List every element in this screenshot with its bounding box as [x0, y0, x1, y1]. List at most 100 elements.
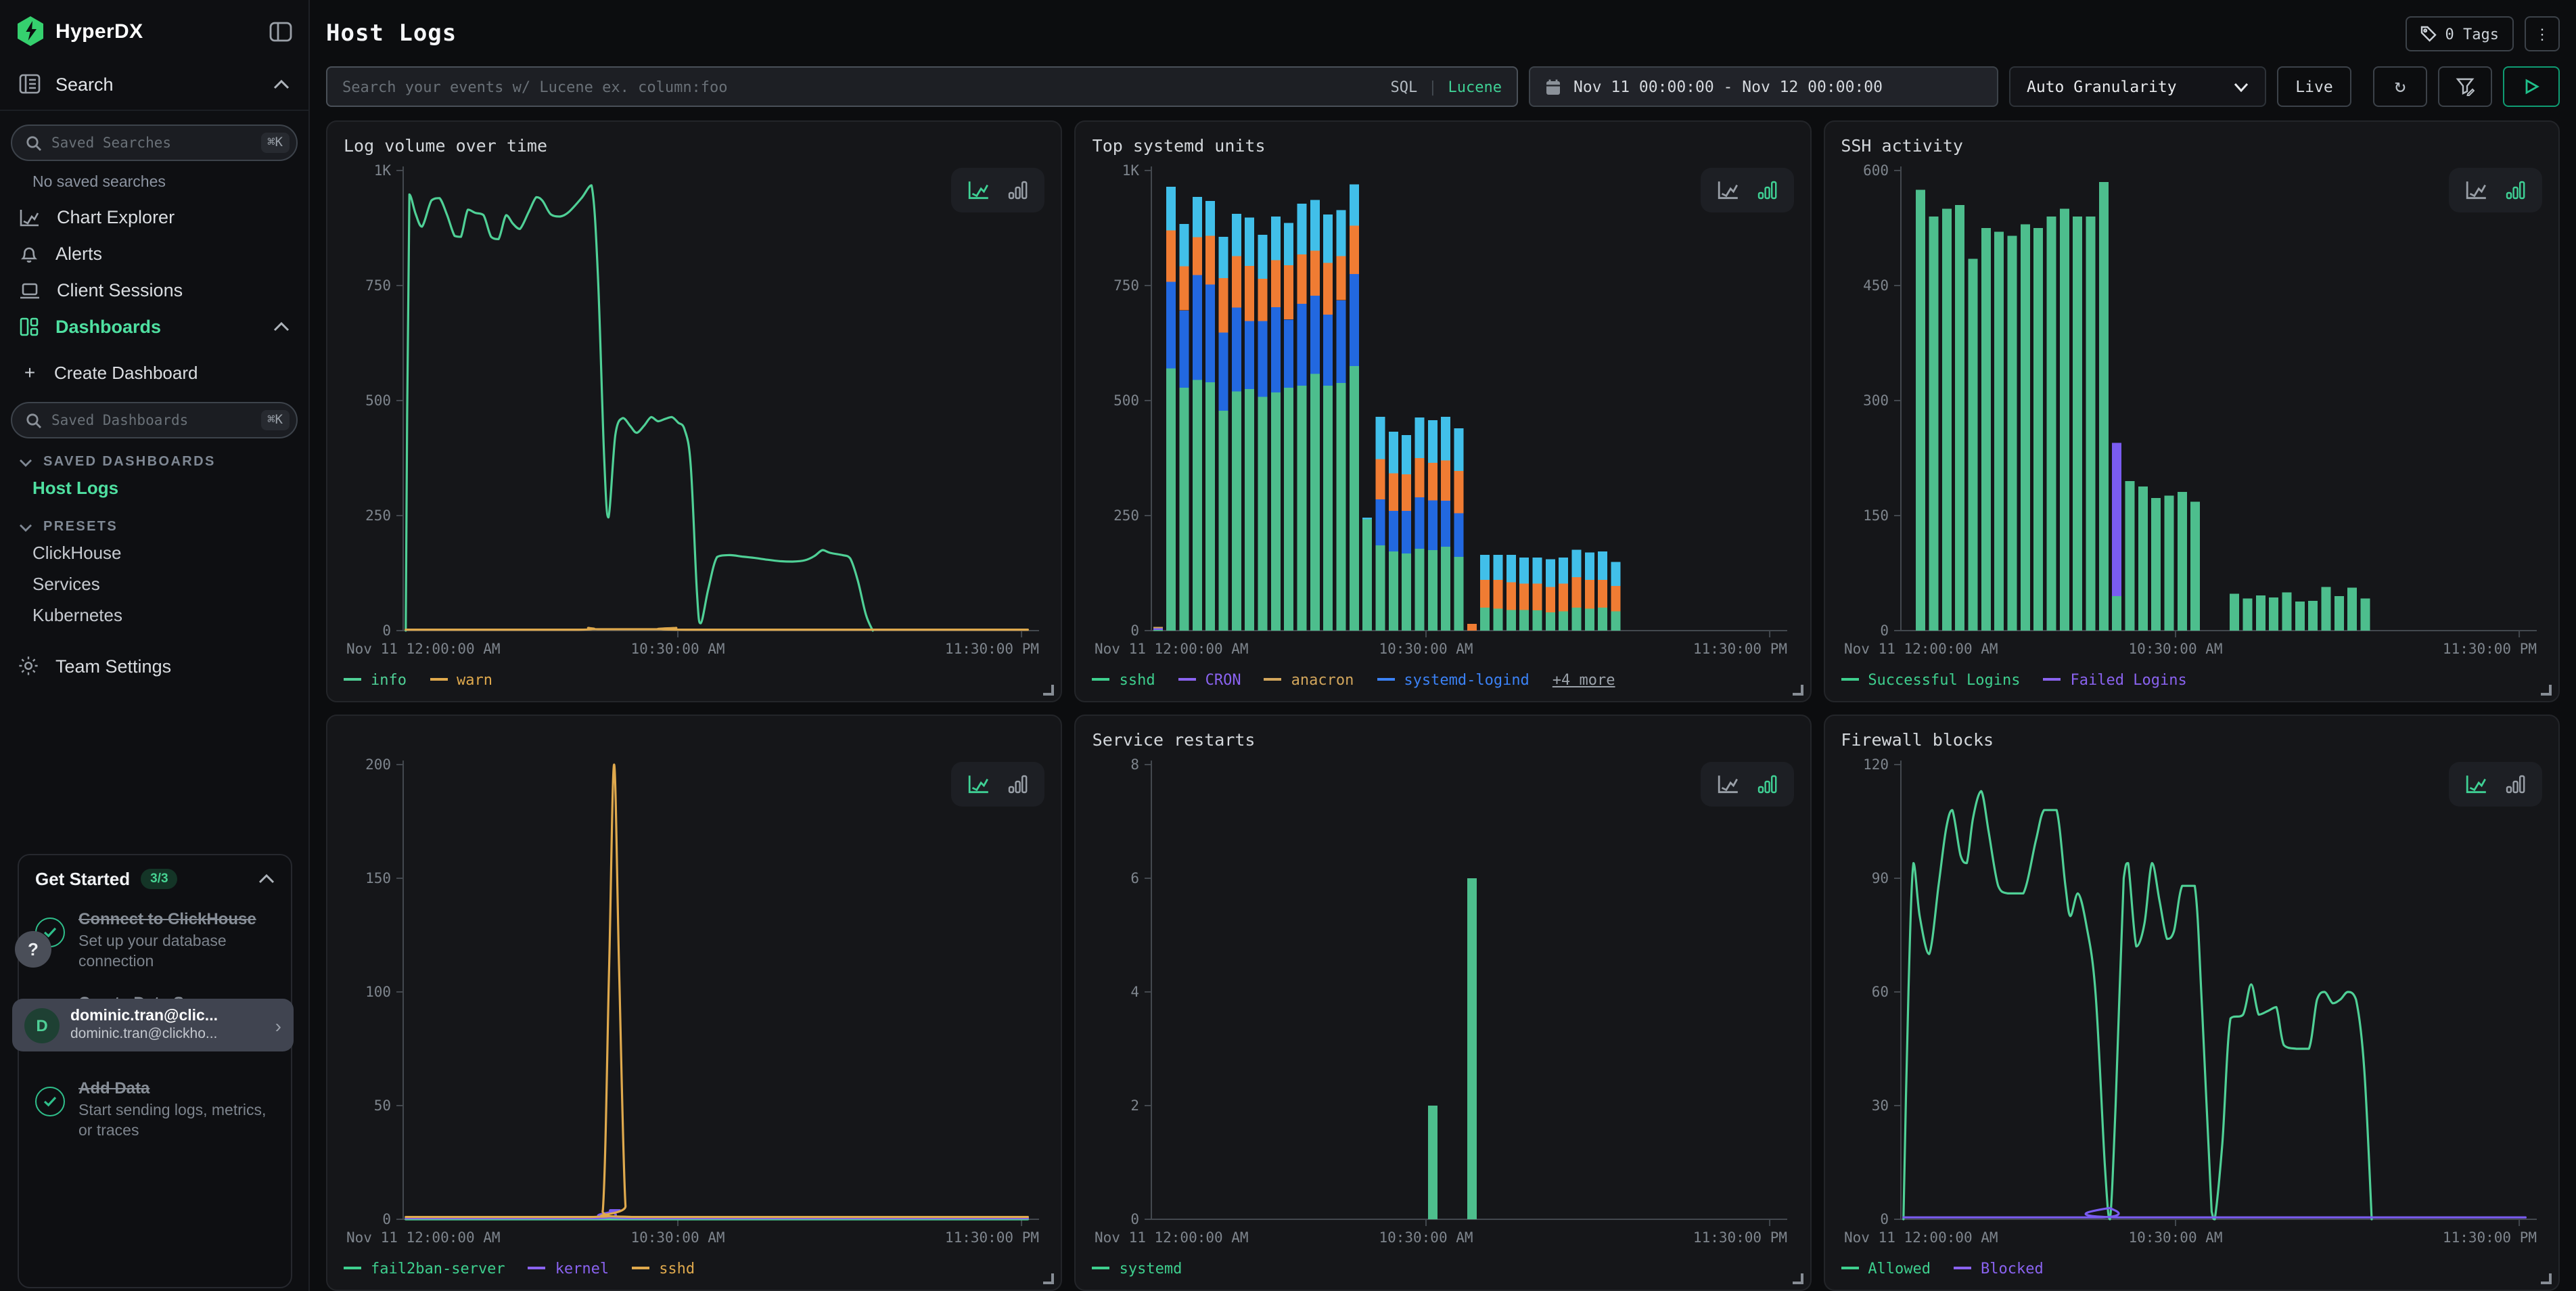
- svg-text:300: 300: [1862, 392, 1888, 409]
- legend-more-link[interactable]: +4 more: [1552, 671, 1615, 688]
- line-view-icon[interactable]: [968, 180, 991, 200]
- resize-handle[interactable]: [1792, 685, 1803, 696]
- sidebar-item-host-logs[interactable]: Host Logs: [32, 478, 119, 498]
- legend-item[interactable]: systemd: [1092, 1259, 1182, 1277]
- legend-item[interactable]: sshd: [1092, 671, 1155, 688]
- saved-searches-input[interactable]: Saved Searches ⌘K: [11, 124, 298, 161]
- sidebar-item-clickhouse[interactable]: ClickHouse: [32, 543, 122, 563]
- line-view-icon[interactable]: [1716, 180, 1739, 200]
- more-options-button[interactable]: ⋮: [2525, 16, 2560, 51]
- legend-item[interactable]: CRON: [1178, 671, 1241, 688]
- legend-item[interactable]: info: [344, 671, 407, 688]
- bar-view-icon[interactable]: [1009, 774, 1029, 794]
- legend-item[interactable]: Blocked: [1954, 1259, 2044, 1277]
- legend-dash-icon: [344, 678, 361, 681]
- bar-view-icon[interactable]: [1757, 774, 1777, 794]
- svg-text:Nov 11 12:00:00 AM: Nov 11 12:00:00 AM: [1843, 641, 1998, 657]
- line-view-icon[interactable]: [1716, 774, 1739, 794]
- date-range-picker[interactable]: Nov 11 00:00:00 - Nov 12 00:00:00: [1529, 66, 1998, 107]
- line-chart-icon: [19, 208, 41, 227]
- legend-item[interactable]: anacron: [1264, 671, 1354, 688]
- sidebar: HyperDX Search Saved Searches ⌘K No save…: [0, 0, 310, 1291]
- granularity-select[interactable]: Auto Granularity: [2009, 66, 2266, 107]
- svg-text:11:30:00 PM: 11:30:00 PM: [1694, 641, 1788, 657]
- checklist-item[interactable]: Add Data Start sending logs, metrics, or…: [35, 1075, 275, 1142]
- chart-view-toggle[interactable]: [2448, 168, 2542, 212]
- chart-plot-area[interactable]: 0 2 4 6 8 Nov 11 12:00:00 AM 10:30:00 AM 11:30:…: [1092, 754, 1794, 1252]
- line-view-icon[interactable]: [968, 774, 991, 794]
- lucene-mode-toggle[interactable]: Lucene: [1448, 78, 1502, 95]
- sidebar-item-chart-explorer[interactable]: Chart Explorer: [0, 199, 308, 235]
- legend-item[interactable]: kernel: [528, 1259, 609, 1277]
- sidebar-item-label: Chart Explorer: [57, 207, 175, 227]
- get-started-header[interactable]: Get Started 3/3: [35, 869, 275, 889]
- user-menu[interactable]: D dominic.tran@clic... dominic.tran@clic…: [12, 999, 294, 1051]
- resize-handle[interactable]: [2540, 1273, 2552, 1284]
- chevron-up-icon[interactable]: [258, 874, 275, 884]
- tags-button[interactable]: 0 Tags: [2406, 16, 2514, 51]
- chart-title: [344, 729, 1045, 754]
- sidebar-item-label: Search: [55, 74, 114, 94]
- bar-view-icon[interactable]: [2506, 774, 2526, 794]
- sidebar-item-search[interactable]: Search: [0, 51, 308, 111]
- legend-label: fail2ban-server: [371, 1259, 505, 1277]
- legend-item[interactable]: Failed Logins: [2043, 671, 2187, 688]
- legend-item[interactable]: Successful Logins: [1841, 671, 2021, 688]
- legend-item[interactable]: systemd-logind: [1377, 671, 1530, 688]
- svg-text:Nov 11 12:00:00 AM: Nov 11 12:00:00 AM: [346, 1229, 501, 1246]
- sidebar-item-client-sessions[interactable]: Client Sessions: [0, 272, 308, 309]
- svg-text:Nov 11 12:00:00 AM: Nov 11 12:00:00 AM: [346, 641, 501, 657]
- progress-badge: 3/3: [141, 869, 178, 889]
- saved-dashboards-placeholder: Saved Dashboards: [51, 412, 189, 428]
- legend-item[interactable]: sshd: [632, 1259, 695, 1277]
- resize-handle[interactable]: [1043, 1273, 1055, 1284]
- checklist-item[interactable]: Connect to ClickHouse Set up your databa…: [35, 907, 275, 974]
- search-placeholder: Search your events w/ Lucene ex. column:…: [342, 78, 728, 95]
- live-button[interactable]: Live: [2277, 66, 2351, 107]
- bar-view-icon[interactable]: [1757, 180, 1777, 200]
- chart-legend: sshd CRON anacron systemd-logind +4 more: [1092, 663, 1794, 696]
- chart-view-toggle[interactable]: [951, 762, 1045, 807]
- sidebar-collapse-icon[interactable]: [269, 21, 292, 41]
- legend-item[interactable]: warn: [430, 671, 492, 688]
- chart-view-toggle[interactable]: [951, 168, 1045, 212]
- event-search-input[interactable]: Search your events w/ Lucene ex. column:…: [326, 66, 1518, 107]
- chevron-up-icon[interactable]: [273, 79, 290, 89]
- chart-plot-area[interactable]: 0 30 60 90 120 Nov 11 12:00:00 AM 10:30:00 AM 1…: [1841, 754, 2542, 1252]
- resize-handle[interactable]: [2540, 685, 2552, 696]
- bar-view-icon[interactable]: [2506, 180, 2526, 200]
- resize-handle[interactable]: [1792, 1273, 1803, 1284]
- sidebar-item-kubernetes[interactable]: Kubernetes: [32, 605, 122, 625]
- chart-plot-area[interactable]: 0 150 300 450 600 Nov 11 12:00:00 AM 10:30:00 …: [1841, 160, 2542, 663]
- refresh-button[interactable]: ↻: [2373, 66, 2427, 107]
- sidebar-item-dashboards[interactable]: Dashboards: [0, 309, 308, 345]
- svg-text:250: 250: [1114, 507, 1140, 524]
- sidebar-item-team-settings[interactable]: Team Settings: [0, 631, 308, 701]
- section-saved-dashboards[interactable]: SAVED DASHBOARDS: [0, 438, 308, 472]
- sidebar-item-services[interactable]: Services: [32, 574, 100, 594]
- saved-dashboards-input[interactable]: Saved Dashboards ⌘K: [11, 402, 298, 438]
- run-query-button[interactable]: [2503, 66, 2560, 107]
- filter-button[interactable]: [2438, 66, 2492, 107]
- chart-view-toggle[interactable]: [2448, 762, 2542, 807]
- create-dashboard-button[interactable]: + Create Dashboard: [0, 345, 308, 388]
- sidebar-item-alerts[interactable]: Alerts: [0, 235, 308, 272]
- chart-plot-area[interactable]: 0 50 100 150 200 Nov 11 12:00:00 AM 10:30:00 A…: [344, 754, 1045, 1252]
- user-email: dominic.tran@clickho...: [70, 1026, 218, 1043]
- legend-dash-icon: [1264, 678, 1282, 681]
- sql-mode-toggle[interactable]: SQL: [1390, 78, 1418, 95]
- bar-view-icon[interactable]: [1009, 180, 1029, 200]
- chevron-up-icon[interactable]: [273, 322, 290, 332]
- line-view-icon[interactable]: [2465, 180, 2488, 200]
- chart-plot-area[interactable]: 0 250 500 750 1K Nov 11 12:00:00 AM 10:30:00 A…: [344, 160, 1045, 663]
- section-presets[interactable]: PRESETS: [0, 503, 308, 537]
- legend-item[interactable]: fail2ban-server: [344, 1259, 505, 1277]
- chart-view-toggle[interactable]: [1700, 168, 1794, 212]
- chart-view-toggle[interactable]: [1700, 762, 1794, 807]
- legend-item[interactable]: Allowed: [1841, 1259, 1931, 1277]
- chart-card-untitled: 0 50 100 150 200 Nov 11 12:00:00 AM 10:30:00 A…: [326, 715, 1063, 1291]
- line-view-icon[interactable]: [2465, 774, 2488, 794]
- help-button[interactable]: ?: [15, 931, 51, 968]
- resize-handle[interactable]: [1043, 685, 1055, 696]
- chart-plot-area[interactable]: 0 250 500 750 1K Nov 11 12:00:00 AM 10:30:00 A…: [1092, 160, 1794, 663]
